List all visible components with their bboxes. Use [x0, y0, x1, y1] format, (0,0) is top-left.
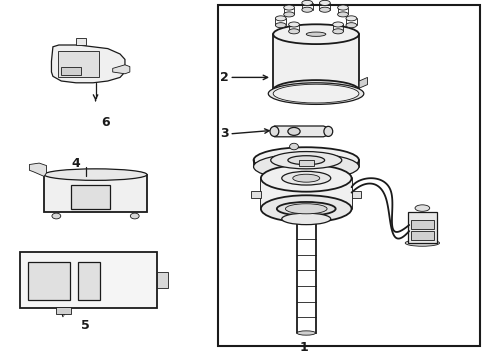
Ellipse shape [302, 0, 313, 5]
Ellipse shape [306, 32, 326, 36]
Polygon shape [157, 272, 168, 288]
Ellipse shape [290, 143, 298, 150]
Bar [20, 252, 157, 308]
Bar [261, 178, 352, 209]
Polygon shape [51, 45, 125, 83]
Ellipse shape [261, 165, 352, 192]
Polygon shape [76, 38, 86, 45]
Polygon shape [251, 191, 261, 198]
Ellipse shape [338, 5, 348, 10]
Ellipse shape [254, 154, 359, 180]
Bar [408, 212, 437, 243]
Ellipse shape [269, 83, 364, 104]
Bar [44, 175, 147, 212]
Bar [58, 51, 99, 77]
Ellipse shape [415, 205, 430, 211]
Ellipse shape [275, 16, 286, 21]
Ellipse shape [273, 80, 359, 100]
Ellipse shape [284, 12, 294, 17]
Ellipse shape [275, 23, 286, 28]
Polygon shape [113, 65, 130, 74]
Ellipse shape [319, 7, 330, 12]
Bar [411, 220, 434, 229]
Ellipse shape [282, 171, 331, 185]
Ellipse shape [282, 213, 331, 225]
Bar [218, 5, 480, 346]
Text: 2: 2 [220, 71, 229, 84]
Bar [71, 185, 110, 209]
Ellipse shape [288, 127, 300, 135]
Ellipse shape [284, 5, 294, 10]
Ellipse shape [405, 240, 440, 246]
Ellipse shape [289, 29, 299, 34]
Bar [56, 307, 71, 314]
Ellipse shape [319, 0, 330, 5]
Ellipse shape [302, 7, 313, 12]
Ellipse shape [254, 147, 359, 173]
Polygon shape [274, 126, 328, 137]
Ellipse shape [44, 169, 147, 180]
Polygon shape [359, 77, 368, 88]
Ellipse shape [285, 204, 327, 214]
Ellipse shape [289, 22, 299, 27]
Ellipse shape [346, 16, 357, 21]
Ellipse shape [297, 331, 316, 335]
Ellipse shape [288, 156, 325, 165]
Ellipse shape [333, 29, 343, 34]
Ellipse shape [52, 213, 61, 219]
Ellipse shape [273, 84, 359, 103]
Polygon shape [352, 191, 362, 198]
Ellipse shape [333, 22, 343, 27]
Text: 6: 6 [101, 116, 110, 129]
Text: 3: 3 [220, 127, 229, 140]
Bar [411, 231, 434, 240]
Ellipse shape [324, 126, 333, 136]
Text: 4: 4 [72, 157, 80, 170]
Bar [78, 262, 100, 300]
Bar [61, 67, 81, 75]
Ellipse shape [277, 202, 336, 216]
Ellipse shape [270, 126, 279, 136]
Ellipse shape [130, 213, 139, 219]
Bar [273, 34, 359, 90]
Text: 1: 1 [299, 341, 308, 354]
Text: 5: 5 [81, 319, 90, 332]
Bar [28, 262, 70, 300]
Polygon shape [299, 160, 314, 166]
Ellipse shape [338, 12, 348, 17]
Ellipse shape [271, 152, 342, 169]
Ellipse shape [293, 174, 320, 182]
Ellipse shape [346, 23, 357, 28]
Ellipse shape [261, 195, 352, 222]
Polygon shape [29, 163, 47, 176]
Ellipse shape [273, 24, 359, 44]
